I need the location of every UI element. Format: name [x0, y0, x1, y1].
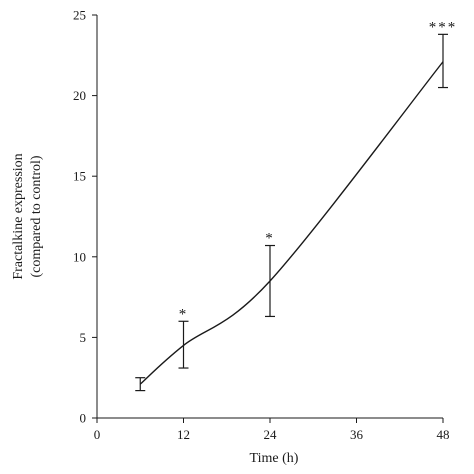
y-axis-label-line-2: (compared to control): [29, 155, 44, 277]
significance-marker: *: [179, 306, 189, 322]
x-tick-label: 48: [437, 427, 450, 442]
y-tick-label: 15: [73, 169, 86, 184]
error-bar: [265, 244, 275, 318]
x-ticks: 0 12 24 36 48: [94, 418, 450, 442]
series-line: [139, 61, 444, 385]
y-tick-label: 5: [80, 330, 87, 345]
x-tick-label: 36: [350, 427, 364, 442]
x-tick-label: 24: [264, 427, 278, 442]
y-axis-label: Fractalkine expression (compared to cont…: [11, 153, 44, 279]
axes: [96, 15, 443, 419]
y-tick-label: 25: [73, 8, 86, 23]
y-tick-label: 20: [73, 88, 86, 103]
x-tick-label: 0: [94, 427, 101, 442]
y-axis-label-line-1: Fractalkine expression: [11, 153, 26, 279]
x-axis-label: Time (h): [250, 451, 299, 466]
y-tick-label: 10: [73, 249, 86, 264]
error-bar: [135, 377, 146, 392]
significance-marker: *: [265, 231, 275, 247]
significance-marker: ***: [429, 19, 458, 35]
y-tick-label: 0: [80, 411, 87, 426]
error-bar: [438, 33, 448, 89]
x-tick-label: 12: [177, 427, 190, 442]
error-bar: [178, 320, 189, 369]
y-ticks: 0 5 10 15 20 25: [73, 8, 97, 426]
plot-area: *****: [135, 19, 458, 392]
